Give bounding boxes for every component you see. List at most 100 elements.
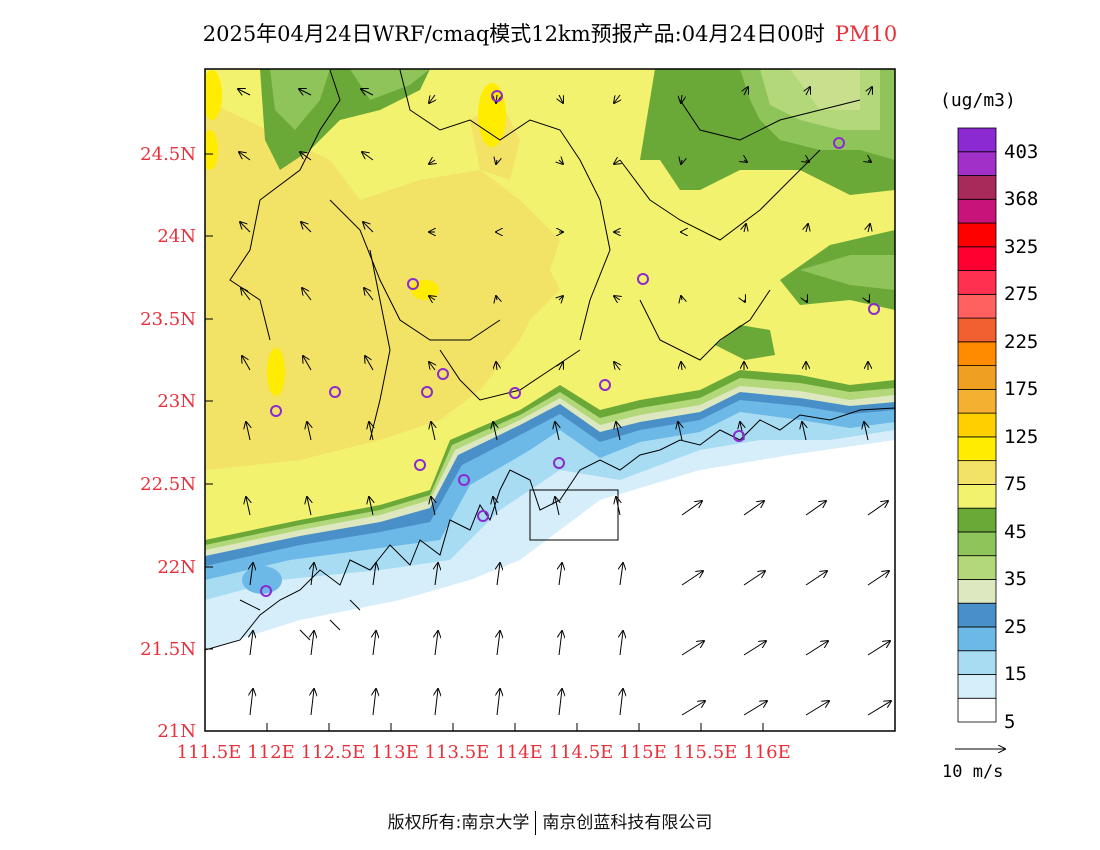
wind-arrow [497,563,500,586]
wind-arrow [559,296,563,300]
colorbar-label: 35 [1004,568,1027,591]
colorbar-label: 15 [1004,663,1027,686]
station-marker [553,457,565,469]
colorbar-swatch [957,412,997,438]
station-marker [458,474,470,486]
x-tick-label: 114.5E [549,742,614,763]
colorbar-swatch [957,246,997,271]
wind-arrow [681,94,682,103]
wind-arrow [681,701,705,716]
wind-arrow [744,160,747,162]
y-tick-label: 24N [157,226,196,247]
wind-arrow [362,152,374,161]
x-tick-label: 113.5E [425,742,490,763]
colorbar-label: 75 [1004,473,1027,496]
colorbar-swatch [957,555,997,580]
wind-arrow [681,362,682,371]
wind-arrow [681,641,704,656]
y-tick-label: 23.5N [140,309,196,330]
wind-arrow [307,497,311,516]
station-marker [414,459,426,471]
wind-arrow [867,571,889,586]
x-tick-label: 115E [619,742,667,763]
colorbar-swatch [957,531,997,557]
wind-arrow [681,501,702,516]
wind-arrow [806,224,808,233]
wind-arrow [559,631,562,656]
wind-arrow [805,571,827,586]
wind-arrow [559,94,563,103]
colorbar-swatch [957,674,997,699]
wind-arrow [373,689,376,716]
colorbar-swatch [957,222,997,248]
wind-arrow [303,356,312,371]
wind-arrow [242,356,251,371]
wind-arrow [429,94,435,103]
wind-arrow [364,288,374,301]
wind-arrow [497,689,500,716]
colorbar-swatch [957,460,997,485]
wind-arrow [429,362,435,371]
title-variable: PM10 [834,22,898,46]
wind-arrow [868,300,869,302]
footer-separator [535,811,537,835]
wind-arrow [614,362,620,371]
colorbar-label: 175 [1004,378,1039,401]
wind-arrow [620,563,623,586]
wind-arrow [250,689,253,716]
x-tick-label: 115.5E [673,742,738,763]
station-marker [868,303,880,315]
wind-arrow [250,563,253,586]
colorbar-swatch [957,341,997,366]
station-marker [491,90,503,102]
x-tick-label: 111.5E [177,742,242,763]
colorbar-label: 403 [1004,140,1039,163]
wind-arrow [867,501,888,516]
wind-arrow [681,160,682,164]
wind-arrow [311,631,314,656]
colorbar-label: 275 [1004,283,1039,306]
station-marker [509,387,521,399]
wind-arrow [239,152,251,161]
wind-arrow [493,497,497,516]
wind-arrow [614,94,620,103]
wind-arrow [307,422,311,441]
wind-arrow [559,563,562,586]
pm10-colorbar [957,127,997,723]
x-tick-label: 112.5E [301,742,366,763]
wind-arrow [559,362,563,371]
colorbar-label: 368 [1004,188,1039,211]
wind-arrow [496,160,497,164]
wind-arrow [743,501,764,516]
x-tick-label: 112E [247,742,295,763]
wind-arrow [493,422,497,441]
wind-arrow [614,160,620,164]
wind-arrow [867,701,891,716]
station-marker [260,585,272,597]
wind-arrow [806,87,810,96]
wind-arrow [363,222,374,233]
colorbar-label: 125 [1004,425,1039,448]
wind-arrow [868,224,870,233]
station-marker [833,137,845,149]
wind-arrow [868,87,872,96]
wind-arrow [365,356,374,371]
station-marker [329,386,341,398]
wind-arrow [806,300,807,302]
footer-left: 版权所有:南京大学 [387,813,530,833]
colorbar-swatch [957,602,997,628]
wind-arrow [868,160,871,162]
wind-arrow [311,563,314,586]
wind-arrow [805,641,828,656]
colorbar-swatch [957,507,997,533]
wind-arrow [240,222,251,233]
colorbar-swatch [957,650,997,675]
wind-arrow [431,422,435,441]
wind-arrow [744,87,748,96]
wind-arrow [616,422,620,441]
colorbar-label: 325 [1004,235,1039,258]
x-tick-label: 114E [495,742,543,763]
station-marker [421,386,433,398]
wind-arrow [238,89,251,95]
